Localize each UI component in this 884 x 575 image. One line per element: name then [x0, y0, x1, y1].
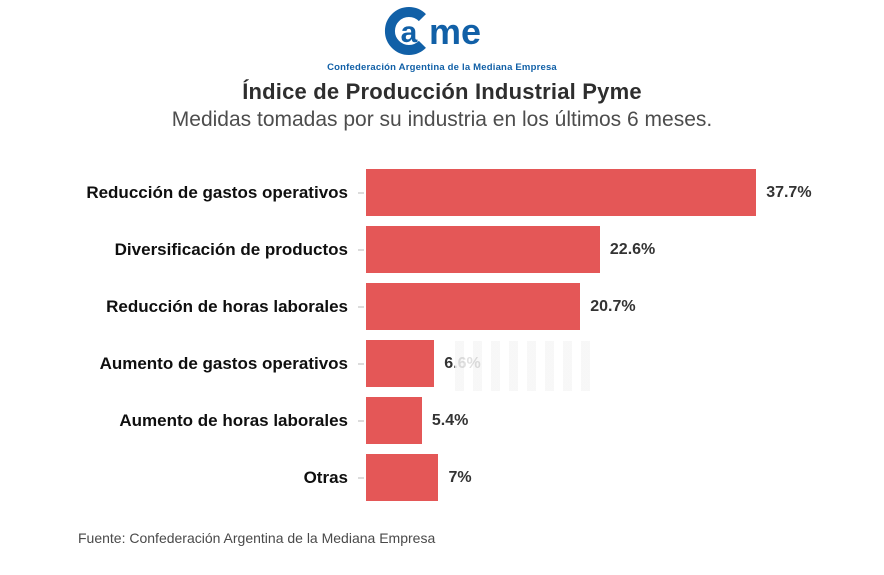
came-logo-icon: a me — [385, 7, 481, 55]
bar — [366, 397, 422, 444]
value-label: 37.7% — [766, 183, 812, 201]
bar — [366, 283, 581, 330]
axis-tick — [358, 305, 364, 308]
came-logo: a me Confederación Argentina de la Media… — [0, 6, 884, 73]
logo-tagline: Confederación Argentina de la Mediana Em… — [327, 62, 557, 73]
category-label: Reducción de horas laborales — [106, 296, 348, 316]
bar — [366, 340, 435, 387]
value-label: 7% — [448, 468, 472, 486]
bar-row: Otras 7% — [0, 454, 884, 501]
bar-row: Aumento de horas laborales 5.4% — [0, 397, 884, 444]
axis-tick — [358, 419, 364, 422]
bar-row: Aumento de gastos operativos 6.6% — [0, 340, 884, 387]
svg-text:a: a — [401, 16, 418, 49]
category-label: Reducción de gastos operativos — [86, 182, 348, 202]
axis-tick — [358, 248, 364, 251]
bar-chart: Reducción de gastos operativos 37.7% Diver… — [0, 169, 884, 511]
category-label: Diversificación de productos — [114, 239, 348, 259]
value-label: 20.7% — [590, 297, 636, 315]
category-label: Otras — [303, 467, 348, 487]
bar — [366, 454, 439, 501]
axis-tick — [358, 476, 364, 479]
value-label: 6.6% — [444, 354, 481, 372]
bar — [366, 169, 757, 216]
source-note: Fuente: Confederación Argentina de la Me… — [78, 530, 436, 546]
bar-row: Reducción de gastos operativos 37.7% — [0, 169, 884, 216]
axis-tick — [358, 191, 364, 194]
svg-text:me: me — [429, 11, 481, 52]
chart-title: Índice de Producción Industrial Pyme — [242, 79, 642, 104]
value-label: 22.6% — [609, 240, 656, 258]
value-label: 5.4% — [431, 411, 469, 429]
category-label: Aumento de horas laborales — [119, 410, 348, 430]
category-label: Aumento de gastos operativos — [99, 353, 348, 373]
chart-subtitle: Medidas tomadas por su industria en los … — [171, 108, 713, 131]
axis-tick — [358, 362, 364, 365]
bar-row: Reducción de horas laborales 20.7% — [0, 283, 884, 330]
bar — [366, 226, 600, 273]
bar-row: Diversificación de productos 22.6% — [0, 226, 884, 273]
